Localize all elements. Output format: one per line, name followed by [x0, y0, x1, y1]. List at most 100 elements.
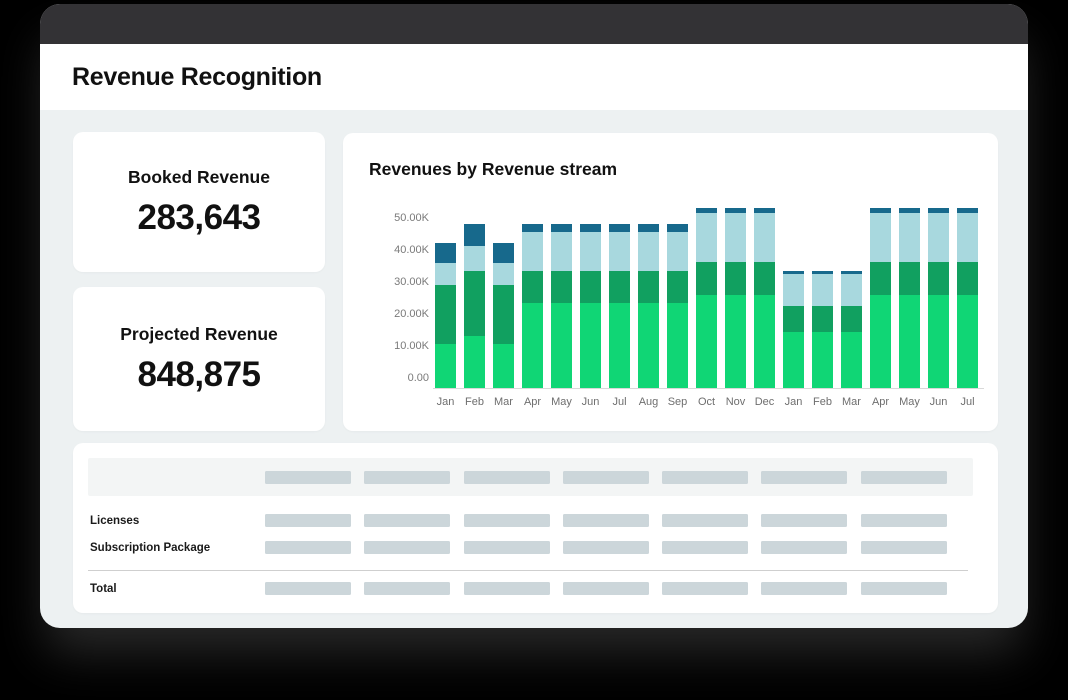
placeholder-value-bar	[860, 514, 947, 527]
chart-bar-jan-13[interactable]	[783, 270, 804, 388]
segment-2	[609, 270, 630, 303]
segment-3	[667, 232, 688, 271]
kpi-card-booked-revenue: Booked Revenue 283,643	[73, 132, 325, 272]
table-cell	[761, 470, 860, 484]
segment-1-bottom	[899, 294, 920, 378]
segment-4-top	[725, 207, 746, 213]
y-tick-label: 20.00K	[394, 307, 429, 320]
x-tick-label: Nov	[725, 396, 746, 408]
table-header-row	[88, 458, 973, 496]
segment-2	[667, 270, 688, 303]
segment-1-bottom	[870, 294, 891, 378]
table-cell	[662, 541, 761, 554]
segment-4-top	[841, 270, 862, 274]
x-tick-label: May	[551, 396, 572, 408]
x-tick-label: Feb	[465, 396, 484, 408]
segment-3	[899, 212, 920, 263]
chart-bar-mar-3[interactable]	[493, 242, 514, 388]
chart-bar-feb-14[interactable]	[812, 270, 833, 388]
chart-bar-may-5[interactable]	[551, 224, 572, 388]
placeholder-value-bar	[662, 514, 749, 527]
table-cell	[364, 541, 463, 554]
table-row-subscription-package: Subscription Package	[88, 534, 973, 561]
bar-base	[783, 378, 804, 388]
chart-bar-jul-19[interactable]	[957, 207, 978, 388]
table-row-licenses: Licenses	[88, 507, 973, 534]
segment-4-top	[870, 207, 891, 213]
chart-bar-mar-15[interactable]	[841, 270, 862, 388]
total-divider	[88, 570, 968, 571]
table-cell	[662, 514, 761, 527]
segment-2	[638, 270, 659, 303]
segment-2	[928, 262, 949, 295]
segment-1-bottom	[493, 343, 514, 378]
chart-bar-nov-11[interactable]	[725, 207, 746, 388]
segment-1-bottom	[435, 343, 456, 378]
bar-base	[899, 378, 920, 388]
table-cell	[662, 582, 761, 595]
segment-3	[696, 212, 717, 263]
bar-base	[609, 378, 630, 388]
placeholder-value-bar	[761, 582, 848, 595]
segment-2	[696, 262, 717, 295]
segment-2	[464, 270, 485, 337]
segment-3	[464, 246, 485, 271]
placeholder-value-bar	[860, 582, 947, 595]
segment-2	[899, 262, 920, 295]
placeholder-value-bar	[662, 582, 749, 595]
placeholder-value-bar	[463, 541, 550, 554]
revenue-stream-chart-card: Revenues by Revenue stream 0.00 10.00K 20.…	[343, 133, 998, 431]
segment-1-bottom	[696, 294, 717, 378]
x-tick-label: Mar	[494, 396, 513, 408]
bar-base	[464, 378, 485, 388]
chart-bar-may-17[interactable]	[899, 207, 920, 388]
chart-bar-feb-2[interactable]	[464, 223, 485, 388]
segment-1-bottom	[551, 302, 572, 378]
table-cell	[860, 470, 960, 484]
segment-1-bottom	[667, 302, 688, 378]
segment-4-top	[754, 207, 775, 213]
chart-bar-jun-6[interactable]	[580, 224, 601, 388]
segment-1-bottom	[783, 331, 804, 378]
chart-bar-sep-9[interactable]	[667, 224, 688, 388]
segment-2	[812, 305, 833, 332]
table-cell	[761, 514, 860, 527]
chart-bar-apr-16[interactable]	[870, 207, 891, 388]
segment-1-bottom	[522, 302, 543, 378]
segment-2	[754, 262, 775, 295]
chart-bar-oct-10[interactable]	[696, 207, 717, 388]
placeholder-value-bar	[265, 514, 351, 527]
bar-base	[841, 378, 862, 388]
bar-base	[870, 378, 891, 388]
table-cell	[364, 470, 463, 484]
x-tick-label: Jun	[581, 396, 600, 408]
segment-3	[493, 262, 514, 285]
chart-bar-jun-18[interactable]	[928, 207, 949, 388]
bar-base	[493, 378, 514, 388]
bar-base	[928, 378, 949, 388]
placeholder-value-bar	[364, 514, 451, 527]
chart-bar-aug-8[interactable]	[638, 224, 659, 388]
table-cell	[562, 541, 662, 554]
placeholder-value-bar	[761, 541, 848, 554]
chart-bar-dec-12[interactable]	[754, 207, 775, 388]
segment-3	[522, 232, 543, 271]
segment-4-top	[812, 270, 833, 274]
segment-1-bottom	[464, 336, 485, 378]
table-cell	[761, 541, 860, 554]
kpi-card-projected-revenue: Projected Revenue 848,875	[73, 287, 325, 431]
segment-3	[638, 232, 659, 271]
segment-3	[435, 262, 456, 285]
chart-bar-jul-7[interactable]	[609, 224, 630, 388]
x-tick-label: Jan	[436, 396, 455, 408]
segment-2	[580, 270, 601, 303]
window-top-bar	[40, 4, 1028, 44]
chart-bar-apr-4[interactable]	[522, 224, 543, 388]
table-cell	[265, 470, 364, 484]
segment-2	[870, 262, 891, 295]
bar-base	[551, 378, 572, 388]
kpi-label: Booked Revenue	[128, 166, 270, 187]
revenue-table-card: Licenses Subscription Package Total	[73, 443, 998, 613]
segment-3	[928, 212, 949, 263]
chart-bar-jan-1[interactable]	[435, 242, 456, 388]
